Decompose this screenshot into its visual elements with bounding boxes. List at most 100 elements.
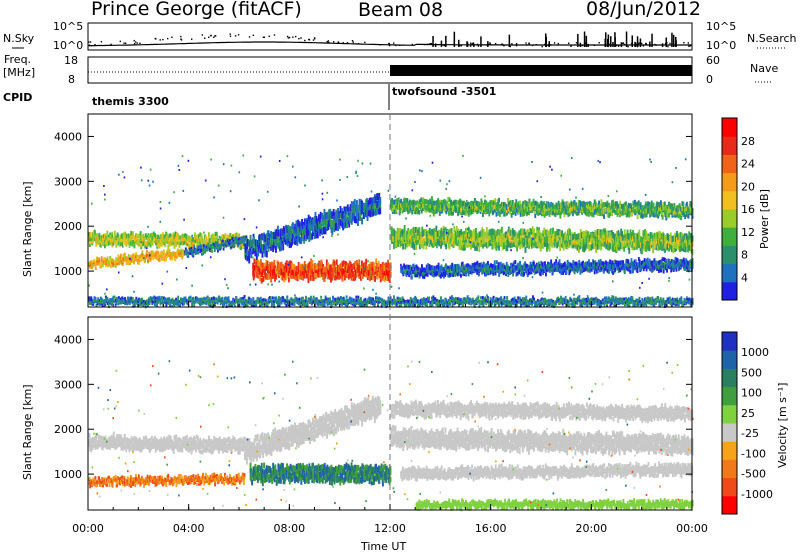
data-cell: [521, 228, 524, 235]
data-cell: [324, 269, 327, 276]
data-cell: [97, 262, 100, 266]
data-cell: [587, 203, 590, 209]
data-cell: [264, 238, 267, 246]
data-cell: [422, 197, 425, 202]
data-cell: [112, 237, 115, 242]
data-cell: [488, 229, 491, 236]
data-cell: [144, 255, 147, 259]
data-cell: [403, 197, 406, 203]
data-cell: [158, 258, 161, 262]
data-cell: [499, 239, 501, 246]
data-cell: [481, 227, 484, 234]
data-cell: [417, 237, 419, 244]
data-cell: [587, 212, 590, 217]
data-cell: [482, 212, 484, 218]
data-cell: [649, 204, 651, 209]
nave-band: [390, 65, 692, 76]
nsearch-dot: [298, 38, 300, 40]
data-cell: [498, 212, 501, 217]
data-cell: [192, 254, 195, 258]
data-cell: [213, 249, 216, 252]
data-cell: [353, 270, 356, 277]
data-cell: [534, 213, 537, 219]
data-cell: [601, 240, 604, 247]
data-cell: [462, 210, 464, 215]
data-cell: [550, 235, 552, 242]
data-cell: [509, 209, 511, 215]
data-cell: [171, 234, 174, 239]
data-cell: [323, 208, 326, 216]
data-cell: [305, 221, 307, 229]
data-cell: [383, 268, 386, 275]
data-cell: [307, 277, 310, 284]
data-cell: [606, 241, 608, 248]
data-cell: [198, 240, 200, 245]
data-cell: [112, 259, 115, 263]
data-cell: [375, 266, 378, 272]
data-cell: [533, 228, 535, 235]
data-cell: [584, 244, 587, 251]
data-cell: [303, 223, 306, 231]
data-cell: [339, 218, 342, 226]
noise-strip: [88, 31, 692, 48]
data-cell: [338, 273, 341, 280]
nsearch-dot: [442, 44, 444, 46]
data-cell: [207, 244, 210, 248]
data-cell: [189, 252, 192, 255]
data-cell: [325, 259, 328, 266]
data-cell: [555, 202, 558, 208]
data-cell: [500, 201, 503, 207]
data-cell: [503, 236, 506, 243]
data-cell: [409, 207, 411, 213]
nsearch-dot: [229, 35, 232, 37]
data-cell: [269, 272, 271, 279]
data-cell: [245, 237, 248, 241]
data-cell: [314, 211, 317, 219]
data-cell: [280, 244, 282, 251]
data-cell: [140, 258, 143, 262]
data-cell: [347, 270, 349, 277]
nsearch-dot: [214, 35, 217, 37]
data-cell: [459, 238, 462, 245]
data-cell: [186, 242, 189, 247]
data-cell: [182, 249, 184, 253]
data-cell: [202, 244, 205, 247]
data-cell: [509, 205, 512, 211]
data-cell: [534, 205, 537, 210]
beam-title: Beam 08: [358, 0, 443, 21]
data-cell: [168, 249, 171, 253]
data-cell: [365, 265, 368, 271]
nsearch-dot: [525, 42, 527, 44]
data-cell: [343, 206, 346, 214]
data-cell: [557, 229, 560, 236]
data-cell: [290, 240, 292, 248]
data-cell: [538, 208, 541, 213]
data-cell: [244, 235, 246, 239]
data-cell: [473, 241, 475, 249]
data-cell: [301, 230, 303, 238]
data-cell: [557, 209, 560, 215]
data-cell: [192, 237, 194, 242]
data-cell: [177, 233, 180, 238]
data-cell: [601, 236, 604, 243]
data-cell: [341, 267, 344, 274]
data-cell: [174, 251, 177, 255]
data-cell: [397, 240, 400, 247]
data-cell: [221, 234, 224, 239]
nsearch-dot: [125, 42, 127, 44]
data-cell: [188, 244, 191, 249]
data-cell: [418, 243, 421, 250]
data-cell: [458, 234, 461, 241]
nave-label: Nave: [750, 62, 778, 75]
data-cell: [536, 240, 539, 247]
nsearch-dot: [213, 36, 215, 38]
data-cell: [157, 242, 159, 247]
nsearch-dot: [88, 44, 91, 46]
data-cell: [372, 208, 375, 216]
data-cell: [313, 232, 316, 240]
data-cell: [596, 243, 599, 250]
data-cell: [521, 242, 524, 249]
data-cell: [489, 239, 492, 246]
data-cell: [448, 233, 451, 241]
data-cell: [608, 202, 611, 208]
